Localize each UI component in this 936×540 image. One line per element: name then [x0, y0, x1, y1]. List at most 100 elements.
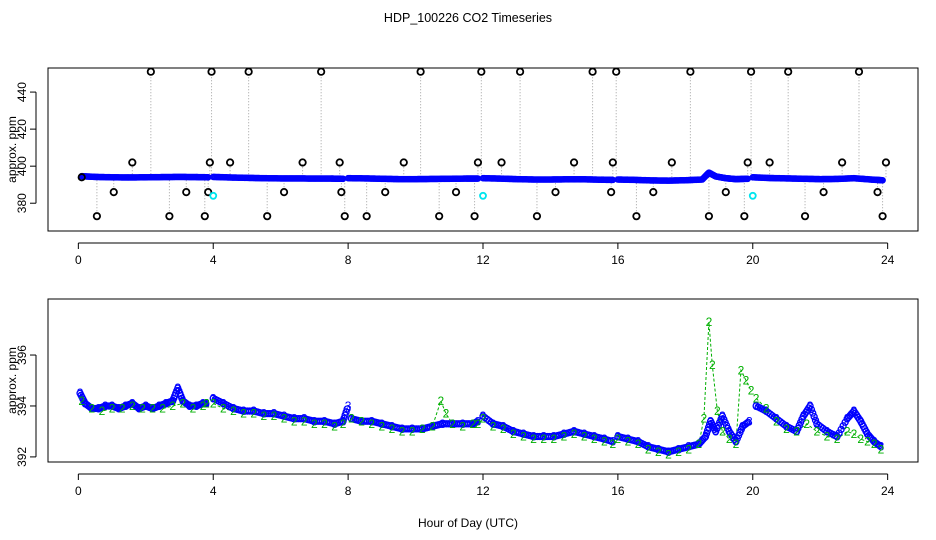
calibration-point — [473, 158, 483, 167]
series-3-marker: 3 — [635, 435, 642, 449]
series-3-marker: 3 — [459, 417, 466, 431]
series-2-marker: 2 — [301, 414, 308, 428]
ambient-point — [879, 176, 886, 184]
series-2-marker: 2 — [625, 435, 632, 449]
flagged-point — [748, 191, 757, 200]
series-2-marker: 2 — [738, 363, 745, 377]
series-3-point — [875, 442, 884, 450]
series-2-marker: 2 — [719, 424, 726, 438]
flagged-point — [209, 191, 218, 200]
series-3-marker: 3 — [149, 402, 156, 416]
series-2-marker: 2 — [119, 402, 126, 416]
series-2-marker: 2 — [348, 412, 355, 426]
series-2-marker: 2 — [321, 417, 328, 431]
calibration-point — [337, 188, 346, 197]
calibration-point — [588, 68, 597, 76]
series-3-marker: 3 — [733, 435, 740, 449]
series-3-marker: 3 — [871, 435, 878, 449]
series-2-marker: 2 — [78, 394, 85, 408]
calibration-point — [207, 68, 216, 76]
series-3-marker: 3 — [783, 419, 790, 433]
series-3-marker: 3 — [753, 399, 760, 413]
series-3-marker: 3 — [834, 430, 841, 444]
series-3-marker: 3 — [271, 407, 278, 421]
series-3-point — [343, 405, 351, 413]
series-3-marker: 3 — [439, 417, 446, 431]
series-2-marker: 2 — [834, 432, 841, 446]
calibration-point — [477, 68, 486, 76]
series-3-marker: 3 — [142, 399, 149, 413]
series-3-marker: 3 — [813, 417, 820, 431]
series-2-marker: 2 — [240, 407, 247, 421]
series-2-marker: 2 — [210, 396, 217, 410]
series-2-marker: 2 — [311, 417, 318, 431]
series-3-marker: 3 — [220, 396, 227, 410]
calibration-point — [92, 212, 101, 221]
series-3-marker: 3 — [561, 427, 568, 441]
series-3-marker: 3 — [281, 409, 288, 423]
series-2-marker: 2 — [368, 417, 375, 431]
series-2-marker: 2 — [470, 417, 477, 431]
calibration-point — [362, 212, 371, 221]
series-3-point — [811, 416, 820, 424]
series-3-marker: 3 — [291, 412, 298, 426]
series-3-marker: 3 — [739, 419, 746, 433]
series-2-marker: 2 — [203, 396, 210, 410]
series-2-marker: 2 — [609, 437, 616, 451]
series-3-marker: 3 — [510, 424, 517, 438]
bottom-y-tick-label: 392 — [15, 447, 29, 467]
series-2-marker: 2 — [340, 417, 347, 431]
top-y-tick-label: 380 — [15, 193, 29, 213]
series-3-marker: 3 — [645, 440, 652, 454]
top-x-tick-label: 16 — [611, 253, 625, 267]
series-3-marker: 3 — [773, 412, 780, 426]
calibration-point — [649, 188, 658, 197]
series-2-marker: 2 — [480, 412, 487, 426]
series-3-point — [202, 399, 210, 408]
series-2-marker: 2 — [378, 419, 385, 433]
series-3-marker: 3 — [490, 417, 497, 431]
series-2-marker: 2 — [419, 422, 426, 436]
series-3-marker: 3 — [844, 412, 851, 426]
series-3-marker: 3 — [180, 394, 187, 408]
series-3-marker: 3 — [174, 381, 181, 395]
series-3-marker: 3 — [419, 422, 426, 436]
calibration-point — [881, 158, 891, 167]
top-panel: 0 4 8 12 16 20 24 380 400 420 440 approx. ppm — [5, 67, 919, 267]
series-3-marker: 3 — [591, 430, 598, 444]
calibration-point — [838, 158, 847, 167]
series-3-line — [755, 404, 882, 448]
series-2-marker: 2 — [220, 402, 227, 416]
series-2-marker: 2 — [615, 432, 622, 446]
series-3-point — [744, 418, 752, 426]
series-2-marker: 2 — [591, 432, 598, 446]
series-2-marker: 2 — [443, 407, 450, 421]
series-3-point — [835, 429, 843, 437]
series-3-marker: 3 — [470, 417, 477, 431]
top-y-axis-label: approx. ppm — [5, 116, 19, 183]
series-2-marker: 2 — [550, 432, 557, 446]
series-3-marker: 3 — [581, 427, 588, 441]
calibration-point — [721, 188, 730, 197]
calibration-point — [569, 158, 579, 167]
calibration-point — [686, 68, 695, 76]
calibration-point — [632, 212, 641, 221]
series-3-marker: 3 — [702, 430, 709, 444]
series-2-marker: 2 — [763, 402, 770, 416]
series-3-marker: 3 — [169, 394, 176, 408]
calibration-point — [298, 158, 307, 167]
series-3-marker: 3 — [685, 440, 692, 454]
calibration-point — [470, 212, 479, 221]
series-3-marker: 3 — [129, 396, 136, 410]
series-3-marker: 3 — [186, 399, 193, 413]
flagged-point — [479, 191, 487, 200]
series-3-marker: 3 — [712, 424, 719, 438]
series-3-marker: 3 — [156, 399, 163, 413]
bottom-y-axis-label: approx. ppm — [5, 347, 19, 414]
series-2-marker: 2 — [149, 402, 156, 416]
calibration-point — [743, 158, 752, 167]
series-3-marker: 3 — [368, 414, 375, 428]
series-3-marker: 3 — [793, 424, 800, 438]
calibration-point — [819, 188, 828, 197]
